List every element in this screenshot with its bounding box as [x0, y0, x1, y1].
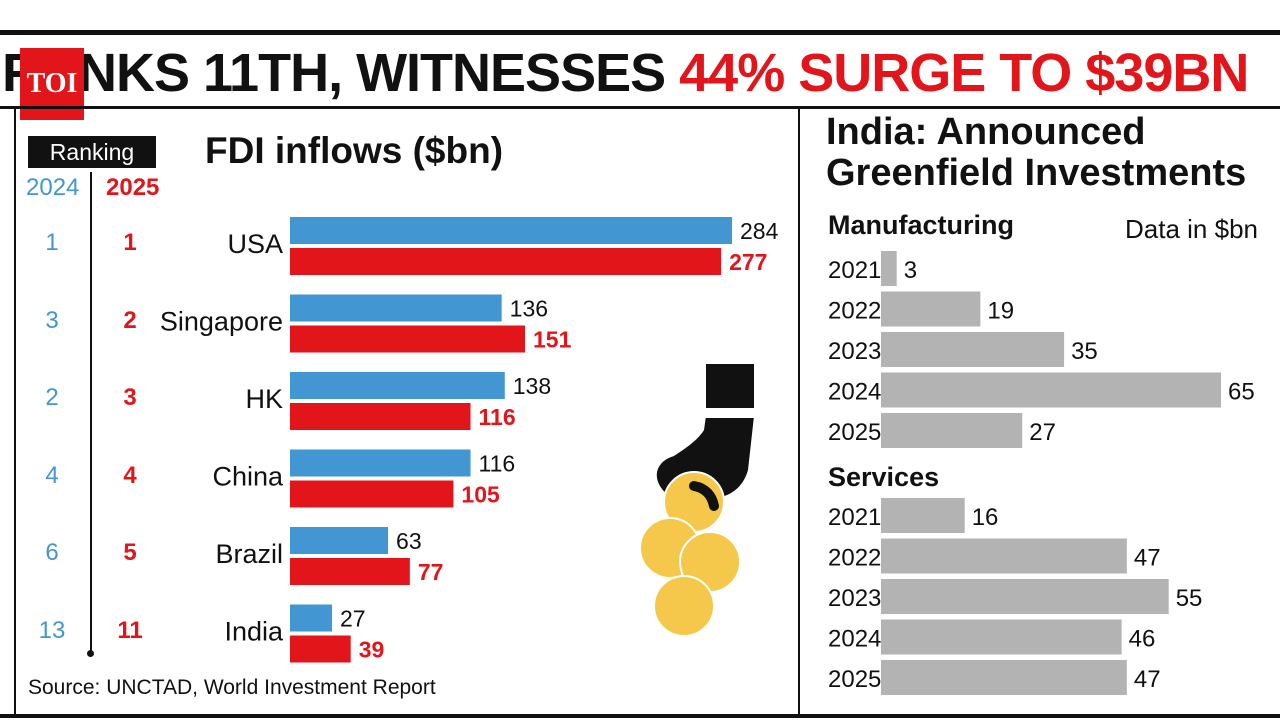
fdi-label-2025-china: 105	[461, 482, 500, 508]
greenfield-bar-manufacturing-2023	[881, 332, 1065, 367]
rank-2024-singapore: 3	[45, 306, 59, 334]
greenfield-value-manufacturing-2023: 35	[1071, 338, 1098, 365]
greenfield-value-services-2025: 47	[1134, 666, 1161, 693]
fdi-label-2025-hk: 116	[479, 404, 516, 430]
rank-2025-brazil: 5	[123, 539, 137, 566]
fdi-label-2025-india: 39	[359, 637, 385, 663]
rank-2024-hk: 2	[45, 384, 59, 411]
greenfield-value-services-2021: 16	[972, 504, 999, 531]
fdi-bar-2025-usa	[290, 248, 722, 275]
greenfield-year-services-2024: 2024	[828, 626, 881, 653]
top-rule	[0, 30, 1280, 35]
greenfield-title-line-2: Greenfield Investments	[826, 152, 1247, 194]
fdi-category-hk: HK	[245, 384, 283, 414]
rank-2025-hk: 3	[123, 384, 137, 411]
ranking-header: Ranking	[28, 136, 156, 168]
fdi-label-2024-usa: 284	[740, 218, 779, 244]
rank-2025-china: 4	[123, 461, 137, 489]
services-label: Services	[828, 462, 940, 492]
hand-dropping-coins-icon	[639, 364, 760, 637]
fdi-label-2024-hk: 138	[513, 373, 551, 399]
source-note: Source: UNCTAD, World Investment Report	[28, 676, 436, 699]
headline-red: 44% SURGE TO $39BN	[679, 43, 1249, 103]
greenfield-year-services-2025: 2025	[828, 666, 881, 693]
greenfield-bar-services-2023	[881, 579, 1169, 614]
fdi-bar-2024-brazil	[290, 527, 389, 554]
ranking-divider	[90, 172, 92, 654]
fdi-category-usa: USA	[227, 229, 283, 259]
fdi-bar-2025-china	[290, 480, 454, 508]
greenfield-value-manufacturing-2022: 19	[987, 298, 1014, 325]
greenfield-year-manufacturing-2025: 2025	[828, 419, 881, 446]
units-note: Data in $bn	[1125, 214, 1258, 244]
headline: RANKS 11TH, WITNESSES 44% SURGE TO $39BN	[2, 38, 1278, 108]
rank-2024-usa: 1	[45, 229, 59, 256]
fdi-bars-group: 284 277 USA 136 151 Singapore 138 116 HK 116 105 Ch…	[160, 217, 779, 663]
fdi-bar-2025-brazil	[290, 558, 410, 585]
headline-black: RANKS 11TH, WITNESSES	[2, 43, 680, 103]
greenfield-bar-services-2022	[881, 538, 1127, 574]
rank-2024-india: 13	[38, 616, 66, 644]
greenfield-value-manufacturing-2025: 27	[1029, 419, 1056, 446]
greenfield-value-manufacturing-2021: 3	[904, 257, 917, 284]
fdi-bar-2024-india	[290, 604, 333, 632]
greenfield-bar-services-2021	[881, 498, 965, 533]
fdi-bar-2025-singapore	[290, 325, 526, 353]
greenfield-bars-group: 2021 3 2022 19 2023 35 2024 65 2025 27 2021 16 2022 4…	[828, 251, 1255, 695]
greenfield-title-line-1: India: Announced	[826, 111, 1146, 153]
greenfield-bar-services-2024	[881, 619, 1122, 655]
ranking-year-2025: 2025	[106, 174, 160, 201]
greenfield-year-manufacturing-2024: 2024	[828, 379, 881, 406]
greenfield-value-services-2023: 55	[1176, 585, 1203, 612]
fdi-bar-2025-hk	[290, 403, 471, 430]
greenfield-bar-manufacturing-2022	[881, 291, 981, 327]
greenfield-value-services-2022: 47	[1134, 545, 1161, 572]
greenfield-value-manufacturing-2024: 65	[1228, 379, 1255, 406]
bottom-rule	[0, 714, 1280, 718]
greenfield-year-manufacturing-2021: 2021	[828, 257, 881, 284]
fdi-label-2025-brazil: 77	[418, 559, 444, 585]
ranking-year-2024: 2024	[26, 174, 80, 201]
fdi-label-2024-singapore: 136	[510, 296, 548, 322]
greenfield-year-manufacturing-2022: 2022	[828, 298, 881, 325]
fdi-category-india: India	[224, 617, 284, 647]
fdi-bar-2024-china	[290, 449, 471, 477]
rank-2024-china: 4	[45, 461, 59, 489]
rank-2025-usa: 1	[123, 229, 137, 256]
rank-2025-singapore: 2	[123, 306, 137, 334]
greenfield-bar-manufacturing-2024	[881, 372, 1221, 408]
greenfield-year-services-2023: 2023	[828, 585, 881, 612]
manufacturing-label: Manufacturing	[828, 210, 1014, 240]
fdi-category-china: China	[212, 462, 284, 492]
fdi-label-2024-china: 116	[479, 451, 516, 477]
greenfield-bar-manufacturing-2021	[881, 251, 897, 286]
rank-2025-india: 11	[117, 616, 143, 644]
ranking-divider-dot	[87, 650, 94, 657]
fdi-label-2025-singapore: 151	[533, 327, 572, 353]
fdi-label-2024-india: 27	[340, 606, 366, 632]
fdi-label-2025-usa: 277	[729, 249, 767, 275]
greenfield-title: India: Announced Greenfield Investments	[826, 112, 1246, 194]
rank-2024-brazil: 6	[45, 539, 59, 566]
fdi-chart-title: FDI inflows ($bn)	[205, 130, 504, 171]
fdi-bar-2024-usa	[290, 217, 732, 244]
greenfield-year-services-2022: 2022	[828, 545, 881, 572]
fdi-label-2024-brazil: 63	[396, 528, 422, 554]
fdi-bar-2024-singapore	[290, 294, 502, 322]
fdi-bar-2024-hk	[290, 372, 505, 399]
greenfield-bar-manufacturing-2025	[881, 413, 1023, 448]
header-rule	[0, 106, 1280, 109]
fdi-bar-2025-india	[290, 635, 351, 663]
frame-divider	[798, 108, 800, 716]
fdi-category-singapore: Singapore	[160, 307, 283, 337]
greenfield-year-manufacturing-2023: 2023	[828, 338, 881, 365]
frame-left-rule	[14, 108, 16, 716]
greenfield-value-services-2024: 46	[1129, 626, 1156, 653]
fdi-category-brazil: Brazil	[215, 539, 283, 569]
greenfield-year-services-2021: 2021	[828, 504, 881, 531]
greenfield-bar-services-2025	[881, 660, 1127, 695]
